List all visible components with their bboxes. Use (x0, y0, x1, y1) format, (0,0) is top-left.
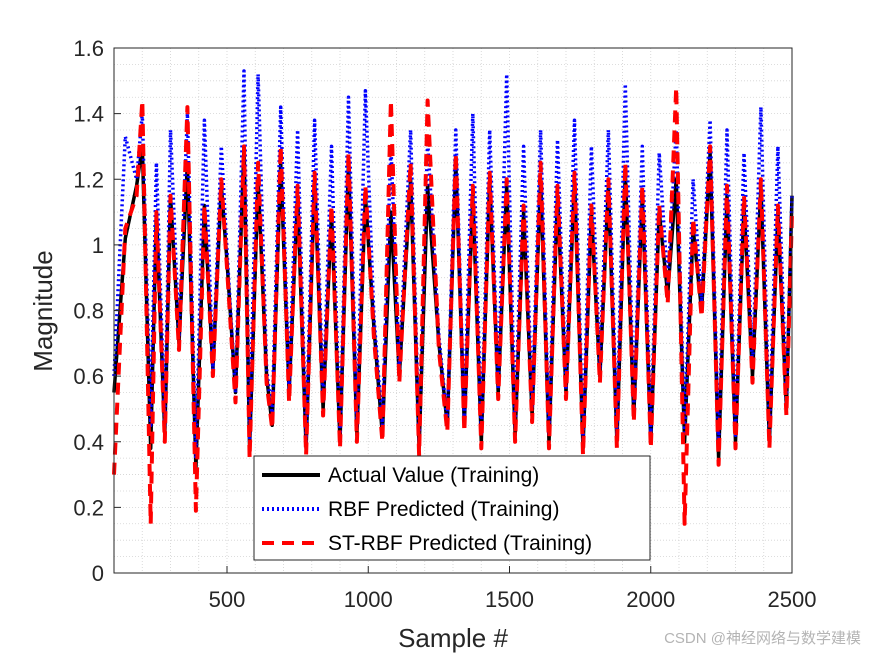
y-tick-label: 0 (92, 561, 104, 586)
y-tick-label: 1 (92, 233, 104, 258)
axis-ticks: 500 1000 1500 2000 2500 0 0.2 0.4 0.6 0.8 1 1.2 1.4 1… (73, 36, 816, 612)
y-tick-label: 1.2 (73, 167, 104, 192)
y-axis-label: Magnitude (28, 250, 58, 371)
x-tick-label: 2500 (768, 587, 817, 612)
y-tick-label: 1.6 (73, 36, 104, 61)
y-tick-label: 0.8 (73, 299, 104, 324)
watermark: CSDN @神经网络与数学建模 (664, 630, 861, 647)
x-tick-label: 2000 (626, 587, 675, 612)
y-tick-label: 0.2 (73, 495, 104, 520)
y-tick-label: 1.4 (73, 102, 104, 127)
x-tick-label: 500 (209, 587, 246, 612)
x-axis-label: Sample # (398, 623, 508, 653)
legend-label-strbf: ST-RBF Predicted (Training) (328, 532, 592, 555)
legend-label-actual: Actual Value (Training) (328, 464, 539, 487)
series-line-2 (112, 85, 794, 526)
y-tick-label: 0.6 (73, 364, 104, 389)
y-tick-label: 0.4 (73, 430, 104, 455)
series-layer (112, 69, 794, 526)
legend: Actual Value (Training) RBF Predicted (T… (253, 455, 651, 561)
legend-label-rbf: RBF Predicted (Training) (328, 498, 559, 521)
x-tick-label: 1000 (344, 587, 393, 612)
x-tick-label: 1500 (485, 587, 534, 612)
